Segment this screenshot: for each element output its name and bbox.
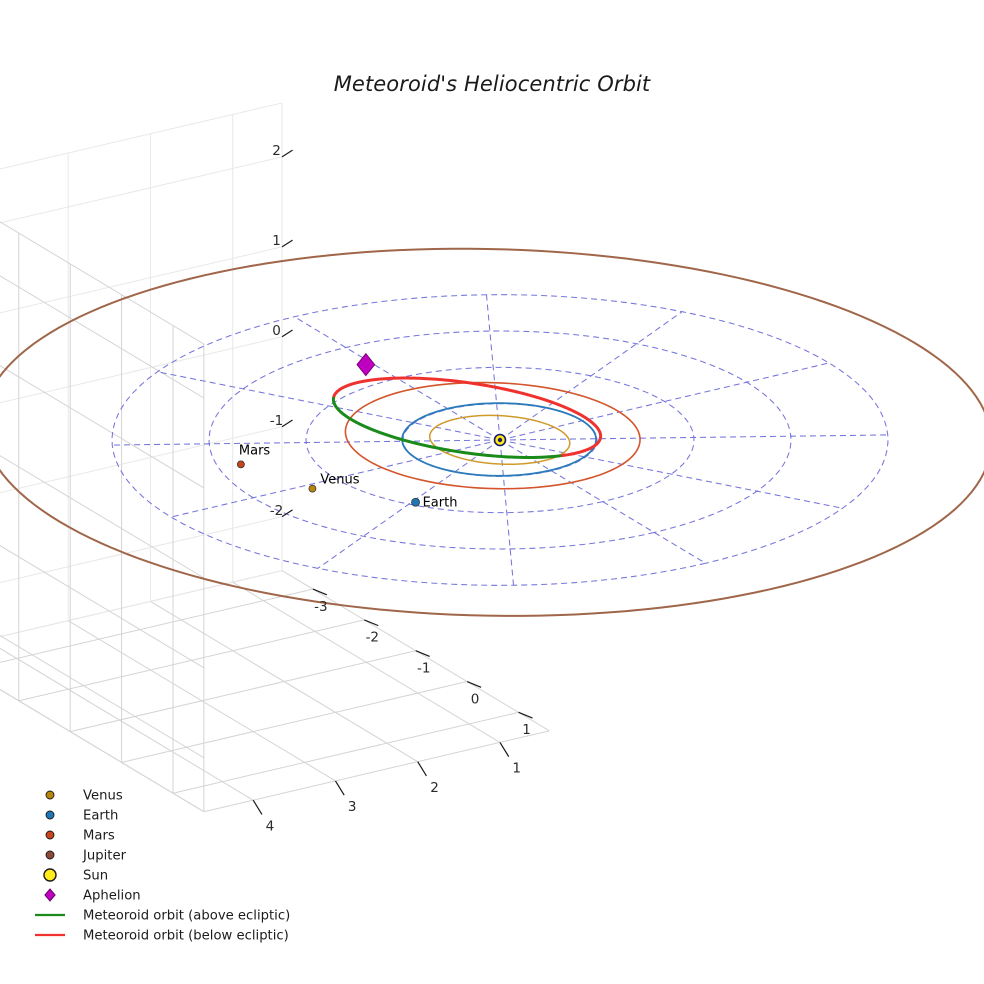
pane-gridline xyxy=(0,570,283,638)
z-axis-tick xyxy=(281,149,293,158)
orbit-venus xyxy=(428,414,571,466)
pane-gridline xyxy=(0,426,283,494)
legend-swatch-circle xyxy=(45,830,55,840)
ecliptic-spoke xyxy=(499,434,888,441)
ecliptic-spoke xyxy=(317,439,501,569)
pane-gridline xyxy=(0,221,205,345)
z-axis-tick xyxy=(281,419,293,428)
pane-gridline xyxy=(0,634,205,759)
x-axis-tick-label: 1 xyxy=(522,722,531,738)
legend-label: Meteoroid orbit (above ecliptic) xyxy=(83,909,290,924)
pane-gridline xyxy=(70,650,416,733)
ecliptic-spoke xyxy=(499,362,830,441)
page-title: Meteoroid's Heliocentric Orbit xyxy=(333,72,651,96)
legend-swatch-diamond xyxy=(44,888,56,902)
body-markers: Venus Earth Mars xyxy=(236,352,507,510)
axes-panes xyxy=(0,102,550,813)
z-axis-tick xyxy=(281,329,293,338)
pane-gridline xyxy=(0,246,283,314)
pane-gridline xyxy=(203,730,550,813)
y-axis-tick xyxy=(499,742,510,757)
legend-label: Mars xyxy=(83,829,115,844)
ecliptic-spoke xyxy=(112,439,501,446)
marker-aphelion xyxy=(356,352,376,377)
pane-gridline xyxy=(0,688,205,813)
label-earth: Earth xyxy=(423,495,458,510)
y-axis-tick xyxy=(417,761,427,777)
x-axis-tick xyxy=(518,711,533,719)
z-axis-tick xyxy=(281,509,293,518)
ecliptic-spoke xyxy=(157,371,501,441)
pane-gridline xyxy=(150,600,418,763)
meteoroid-above-ecliptic xyxy=(524,454,562,459)
sun-core xyxy=(497,437,503,443)
pane-gridline xyxy=(0,588,314,663)
ecliptic-spoke xyxy=(170,439,501,518)
marker-earth xyxy=(411,497,420,507)
pane-gridline xyxy=(0,365,205,489)
x-axis-tick xyxy=(415,650,430,657)
pane-gridline xyxy=(121,681,468,763)
x-axis-tick-label: -1 xyxy=(417,660,430,676)
y-axis-tick xyxy=(334,780,345,796)
x-axis-tick-label: -2 xyxy=(366,630,379,646)
marker-venus xyxy=(308,484,317,493)
pane-gridline xyxy=(0,455,205,579)
x-axis-tick xyxy=(312,588,328,596)
x-axis-tick-label: -3 xyxy=(314,599,327,615)
x-axis-tick-label: 0 xyxy=(471,691,480,707)
pane-gridline xyxy=(0,570,283,638)
legend-label: Meteoroid orbit (below ecliptic) xyxy=(83,929,289,944)
pane-gridline xyxy=(0,336,283,404)
pane-gridline xyxy=(172,711,519,794)
pane-gridline xyxy=(0,275,205,399)
pane-gridline xyxy=(0,647,254,801)
x-axis-tick xyxy=(466,680,482,688)
legend-swatch-circle xyxy=(45,850,55,860)
meteoroid-below-ecliptic xyxy=(332,376,603,458)
z-axis-tick-label: 0 xyxy=(272,323,281,339)
y-axis-tick-label: 3 xyxy=(348,799,357,815)
y-axis-tick-label: 1 xyxy=(512,761,521,777)
legend-swatch-circle xyxy=(43,868,57,882)
pane-gridline xyxy=(0,545,205,669)
orbit-earth xyxy=(401,402,598,477)
meteoroid-above-ecliptic xyxy=(331,395,528,459)
marker-mars xyxy=(236,460,245,469)
legend-swatch-circle xyxy=(45,790,55,800)
pane-gridline xyxy=(0,102,283,170)
x-axis-tick xyxy=(364,619,379,627)
ecliptic-spoke xyxy=(499,439,843,509)
y-axis-tick-label: 4 xyxy=(266,818,275,834)
z-axis-tick xyxy=(281,239,293,248)
legend-label: Aphelion xyxy=(83,889,141,904)
y-axis-tick-label: 2 xyxy=(430,780,439,796)
z-axis-tick-label: -1 xyxy=(270,413,283,429)
pane-gridline xyxy=(0,516,283,584)
ecliptic-spoke xyxy=(499,311,683,441)
legend-swatch-circle xyxy=(45,810,55,820)
legend-label: Earth xyxy=(83,809,118,824)
orbit-mars xyxy=(344,381,641,490)
pane-gridline xyxy=(232,581,501,743)
legend-label: Venus xyxy=(83,789,123,804)
z-axis-tick-label: -2 xyxy=(270,503,283,519)
pane-gridline xyxy=(67,620,336,782)
z-axis-tick-label: 1 xyxy=(272,233,281,249)
legend: Venus Earth Mars Jupiter Sun Aphelion Meteoroi… xyxy=(35,789,290,944)
pane-gridline xyxy=(0,156,283,224)
legend-label: Jupiter xyxy=(82,849,127,864)
label-mars: Mars xyxy=(239,443,271,458)
meteoroid-orbit-curve xyxy=(331,376,603,459)
legend-label: Sun xyxy=(83,869,108,884)
planet-orbit-curves xyxy=(0,247,984,617)
y-axis-tick xyxy=(252,799,263,815)
axis-ticks: -3 -2 -1 0 1 1 2 3 4 -2 -1 0 1 2 xyxy=(252,143,533,834)
z-axis-tick-label: 2 xyxy=(272,143,281,159)
orbit-jupiter xyxy=(0,247,984,617)
label-venus: Venus xyxy=(320,473,359,488)
